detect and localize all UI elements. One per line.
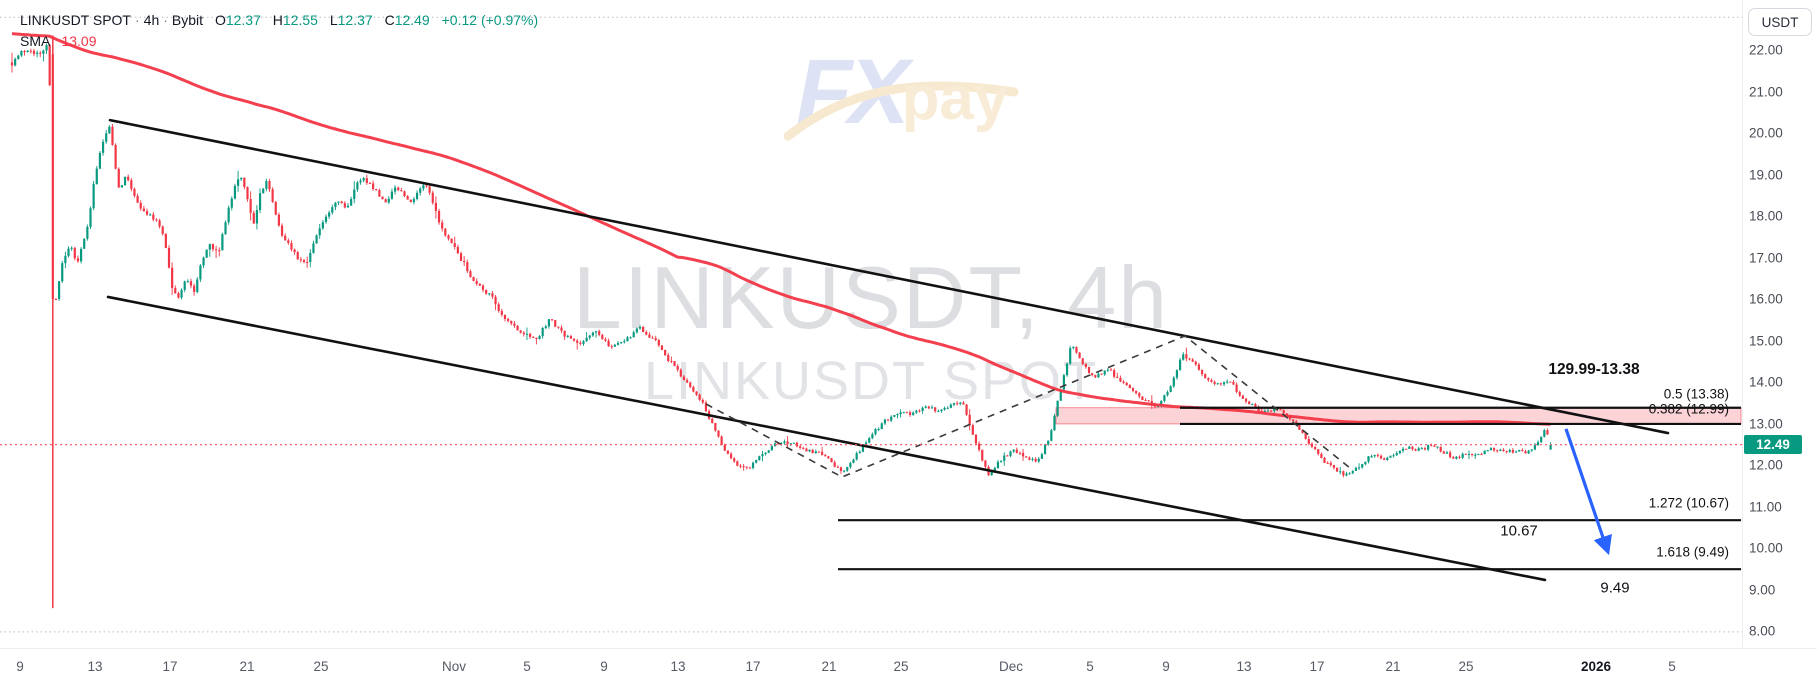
time-tick-label: 25	[313, 659, 329, 674]
annotation-label-6: 9.49	[1600, 579, 1630, 597]
price-tick-label: 22.00	[1749, 42, 1783, 58]
price-tick-label: 9.00	[1749, 582, 1776, 597]
chart-pane[interactable]: LINKUSDT, 4h LINKUSDT SPOT FXpay LINKUSD…	[0, 0, 1742, 648]
time-tick-label: 25	[893, 659, 909, 674]
annotation-label-4: 10.67	[1500, 522, 1538, 540]
fxpay-logo-pay: pay	[901, 64, 1009, 133]
chart-legend: LINKUSDT SPOT · 4h · Bybit O12.37 H12.55 L12…	[20, 10, 538, 52]
indicator-name[interactable]: SMA	[20, 33, 50, 49]
indicator-value: 13.09	[61, 33, 97, 49]
symbol-row: LINKUSDT SPOT · 4h · Bybit O12.37 H12.55 L12…	[20, 10, 538, 31]
last-price-badge: 12.49	[1744, 435, 1802, 455]
sma-line	[11, 32, 1551, 426]
candles-layer	[10, 35, 1552, 609]
price-axis[interactable]: USDT 22.00 21.00 20.00 19.00 18.00 17.00 16.00…	[1742, 0, 1817, 648]
price-tick-label: 19.00	[1749, 167, 1783, 182]
time-tick-label: 13	[1236, 659, 1252, 674]
fxpay-swoosh-icon	[783, 81, 1019, 141]
indicator-row: SMA 13.09	[20, 31, 538, 52]
time-tick-label: 17	[162, 659, 178, 674]
fxpay-logo: FXpay	[783, 40, 1019, 145]
zigzag-dashed-line	[705, 335, 1351, 478]
price-tick-label: 21.00	[1749, 84, 1783, 99]
high-value: 12.55	[282, 12, 318, 28]
open-value: 12.37	[225, 12, 261, 28]
time-tick-label: 21	[239, 659, 255, 674]
change-value: +0.12 (+0.97%)	[441, 12, 539, 28]
price-tick-label: 13.00	[1749, 416, 1783, 431]
time-tick-label: 21	[1385, 659, 1401, 674]
price-tick-label: 8.00	[1749, 623, 1776, 639]
currency-button[interactable]: USDT	[1748, 8, 1812, 36]
close-label: C	[384, 12, 395, 28]
time-tick-label: 5	[1086, 659, 1094, 674]
symbol-title[interactable]: LINKUSDT SPOT · 4h · Bybit	[20, 12, 204, 28]
annotation-label-3: 1.272 (10.67)	[1648, 495, 1729, 511]
time-tick-label: Nov	[441, 659, 467, 674]
annotation-label-1: 0.5 (13.38)	[1663, 386, 1729, 402]
upper-trendline	[108, 118, 1670, 435]
annotation-label-2: 0.382 (12.99)	[1648, 401, 1729, 417]
annotation-label-0: 129.99-13.38	[1548, 361, 1640, 378]
watermark-market: LINKUSDT SPOT	[643, 351, 1099, 411]
close-value: 12.49	[394, 12, 430, 28]
price-tick-label: 14.00	[1749, 374, 1783, 390]
time-tick-label: 9	[600, 659, 608, 674]
watermark-symbol: LINKUSDT, 4h	[572, 248, 1170, 347]
time-tick-label: 25	[1458, 659, 1474, 674]
candlestick-chart[interactable]	[0, 0, 1742, 648]
time-tick-label: 2026	[1580, 659, 1612, 674]
high-label: H	[272, 12, 283, 28]
time-tick-label: 21	[821, 659, 837, 674]
price-tick-label: 15.00	[1749, 333, 1783, 348]
time-tick-label: 5	[523, 659, 531, 674]
price-tick-label: 18.00	[1749, 208, 1783, 224]
time-tick-label: 13	[670, 659, 686, 674]
time-tick-label: 9	[16, 659, 24, 674]
low-label: L	[329, 12, 338, 28]
time-tick-label: 13	[87, 659, 103, 674]
lower-trendline	[106, 295, 1547, 582]
time-axis[interactable]: 9 13 17 21 25 Nov 5 9 13 17 21 25 Dec 5 9 13 17 21 25 2026 5	[0, 648, 1817, 693]
time-tick-label: 9	[1162, 659, 1170, 674]
price-tick-label: 11.00	[1749, 499, 1782, 514]
projection-arrow	[1564, 428, 1612, 556]
price-tick-label: 17.00	[1749, 250, 1783, 265]
time-tick-label: Dec	[998, 659, 1024, 674]
low-value: 12.37	[337, 12, 373, 28]
time-tick-label: 17	[745, 659, 761, 674]
price-tick-label: 16.00	[1749, 291, 1783, 307]
price-tick-label: 12.00	[1749, 457, 1783, 473]
open-label: O	[214, 12, 226, 28]
annotation-label-5: 1.618 (9.49)	[1656, 544, 1729, 560]
price-tick-label: 20.00	[1749, 125, 1783, 141]
time-tick-label: 5	[1668, 659, 1676, 674]
time-tick-label: 17	[1309, 659, 1325, 674]
price-tick-label: 10.00	[1749, 540, 1783, 556]
